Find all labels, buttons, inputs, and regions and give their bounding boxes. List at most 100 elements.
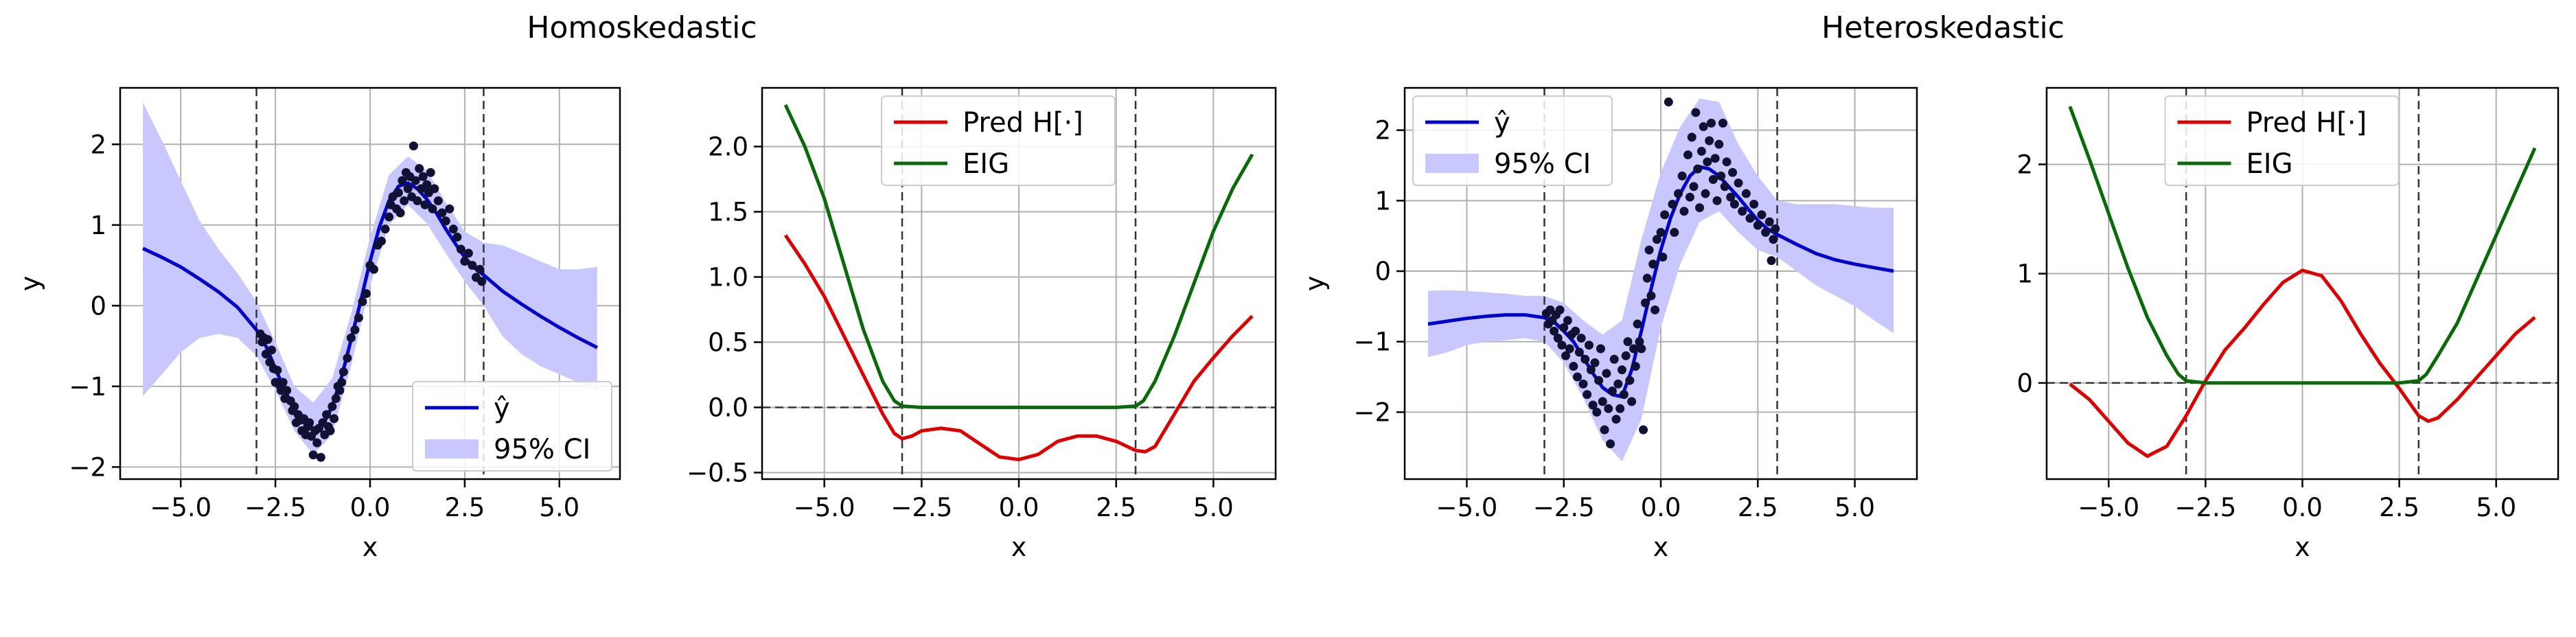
data-point [1714,139,1724,149]
data-point [1629,344,1638,354]
pred-entropy-line [783,234,1254,461]
data-point [1607,386,1617,396]
data-point [1716,171,1726,181]
data-point [420,200,430,209]
data-point [331,393,341,403]
y-tick-label: 2 [1375,116,1391,146]
data-point [325,426,335,435]
data-point [330,414,339,424]
data-point [1584,340,1594,350]
y-tick-label: −2 [69,452,106,482]
prediction-line [1427,165,1894,399]
plot-area [1427,88,1894,479]
data-point [1697,146,1706,156]
data-point [369,264,379,274]
y-tick-label: 1 [2016,259,2033,289]
data-point [1648,259,1658,269]
pred-entropy-line [2069,268,2536,459]
data-point [1745,213,1755,223]
data-point [1705,136,1714,146]
data-point [343,354,352,363]
data-point [1586,365,1596,375]
x-tick-label: −2.5 [2174,493,2236,522]
x-tick-label: −2.5 [890,493,952,522]
data-point [1600,425,1609,435]
x-tick-label: −2.5 [1533,493,1595,522]
x-tick-label: 5.0 [1193,493,1234,522]
y-tick-label: −0.5 [687,459,748,488]
data-point [1738,207,1747,216]
y-tick-label: 0.5 [708,328,748,358]
data-point [282,386,292,395]
data-point [1668,199,1677,209]
data-point [1619,390,1629,399]
data-point [437,208,447,218]
data-point [1557,340,1567,350]
data-point [305,418,314,428]
data-point [1664,97,1673,107]
data-point [1572,372,1582,382]
y-tick-label: −2 [1353,397,1391,427]
data-point [1771,224,1780,233]
legend-label: EIG [2246,148,2293,180]
data-point [1563,316,1572,325]
data-point [1695,203,1705,213]
data-point [1701,189,1710,198]
x-axis-label: x [1653,532,1669,562]
data-point [384,212,394,222]
data-point [1644,245,1654,255]
data-point [1673,189,1683,198]
data-point [1639,425,1648,435]
data-point [1710,154,1720,163]
data-point [1749,199,1759,209]
data-point [1652,235,1661,244]
data-point [409,141,418,151]
legend-label: Pred H[·] [2246,107,2367,139]
homoskedastic-fit-panel: −5.0 −2.5 0.0 2.5 5.0 −2 −1 0 1 2 x y ŷ 95% CI [15,86,621,562]
data-point [413,196,422,206]
data-point [1559,323,1569,332]
data-point [361,289,371,299]
data-point [477,277,487,286]
x-tick-label: 2.5 [1738,493,1778,522]
x-tick-label: −5.0 [1436,493,1497,522]
data-point [1640,298,1650,308]
data-point [1580,354,1590,364]
data-point [337,378,347,387]
data-point [1656,228,1666,238]
y-tick-label: 2 [90,130,106,159]
data-point [398,176,407,185]
data-point [1679,207,1689,216]
data-point [1685,192,1694,202]
plot-area [142,88,599,479]
data-point [433,196,443,206]
y-axis-label: y [15,276,45,292]
y-tick-label: 0 [2016,369,2033,398]
x-axis-label: x [1011,532,1027,562]
legend-label: EIG [963,148,1009,180]
data-point [1615,404,1625,413]
data-point [267,345,277,355]
y-tick-label: 1.5 [708,198,748,227]
data-point [1720,182,1729,192]
data-point [358,297,367,306]
data-point [1592,407,1602,417]
data-point [475,264,485,274]
homoskedastic-info-panel: −5.0 −2.5 0.0 2.5 5.0 −0.5 0.0 0.5 1.0 1.5 2.0 x Pre… [687,86,1277,562]
data-point [441,216,450,226]
y-tick-label: −1 [1353,327,1391,357]
x-tick-label: 2.5 [2379,493,2419,522]
data-point [1726,192,1736,202]
data-point [354,313,363,323]
data-point [1734,178,1743,188]
data-point [1604,404,1613,413]
data-point [1623,337,1633,347]
data-point [1617,365,1626,375]
x-tick-label: −2.5 [244,493,306,522]
y-tick-label: −1 [69,372,106,402]
x-tick-label: 0.0 [2282,493,2323,522]
x-tick-label: 0.0 [999,493,1039,522]
y-tick-label: 1.0 [708,263,748,292]
data-point [1576,334,1586,343]
